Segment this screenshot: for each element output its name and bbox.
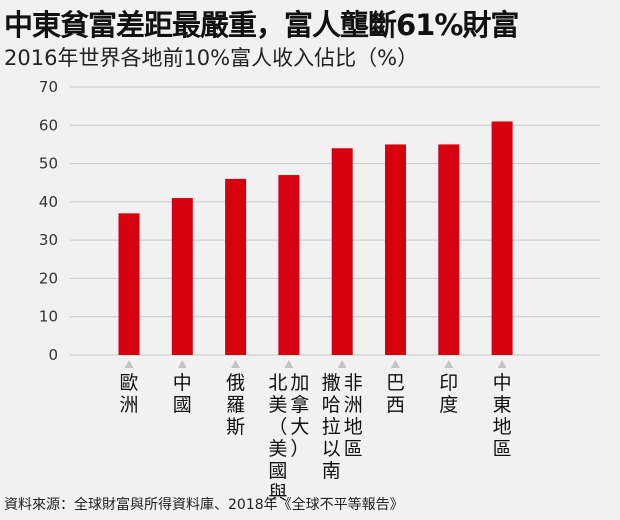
category-label: ）: [290, 438, 309, 460]
category-label: 國: [173, 394, 192, 416]
category-marker: [337, 360, 347, 368]
chart-title: 中東貧富差距最嚴重，富人壟斷61%財富: [4, 8, 519, 42]
category-label: 拿: [290, 393, 309, 416]
category-marker: [391, 360, 400, 368]
category-label: 羅: [226, 394, 245, 416]
bar: [278, 175, 300, 355]
category-label: 巴: [386, 372, 405, 394]
category-label: 俄: [226, 372, 245, 394]
category-label: 國: [268, 460, 287, 482]
category-label: 拉: [322, 416, 341, 438]
category-marker: [284, 360, 294, 368]
category-label: 地: [493, 416, 512, 438]
bar: [118, 213, 140, 355]
y-tick-label: 20: [39, 269, 58, 287]
category-label: 區: [344, 438, 363, 460]
category-label: 地: [344, 416, 363, 438]
category-label: 斯: [226, 416, 245, 438]
category-label: 東: [493, 394, 512, 416]
bar: [225, 178, 247, 355]
category-label: 北: [268, 372, 287, 394]
category-label: （: [268, 416, 287, 438]
y-tick-label: 50: [39, 155, 58, 173]
y-tick-label: 40: [39, 193, 58, 211]
category-label: 美: [268, 438, 287, 460]
y-tick-label: 10: [39, 308, 58, 326]
category-label: 非: [344, 372, 363, 394]
category-label: 大: [290, 416, 309, 438]
chart-subtitle: 2016年世界各地前10%富人收入佔比（%）: [4, 46, 419, 70]
category-label: 洲: [344, 394, 363, 416]
bar: [171, 198, 193, 355]
category-label: 與: [268, 482, 287, 504]
category-label: 以: [322, 438, 341, 460]
category-marker: [124, 360, 134, 368]
y-tick-label: 70: [39, 78, 58, 96]
category-label: 中: [493, 372, 512, 394]
category-label: 度: [439, 394, 458, 416]
y-tick-label: 0: [48, 346, 58, 364]
category-label: 哈: [322, 394, 341, 416]
category-label: 美: [268, 394, 287, 416]
bar: [491, 121, 513, 355]
category-marker: [497, 360, 507, 368]
category-label: 撒: [322, 372, 341, 394]
bar: [331, 148, 353, 355]
category-label: 區: [493, 438, 512, 460]
labels-layer: 010203040506070歐洲中國俄羅斯北美（美國與加拿大）撒哈拉以南非洲地…: [39, 78, 512, 504]
category-label: 歐: [119, 372, 138, 394]
category-label: 西: [386, 394, 405, 416]
category-marker: [444, 360, 454, 368]
category-marker: [177, 360, 187, 368]
y-tick-label: 30: [39, 231, 58, 249]
category-label: 南: [322, 460, 341, 482]
category-label: 中: [173, 372, 192, 394]
bar: [385, 144, 406, 355]
category-label: 洲: [119, 394, 138, 416]
category-label: 加: [290, 372, 309, 394]
category-marker: [231, 360, 241, 368]
bar: [438, 144, 460, 355]
y-tick-label: 60: [39, 116, 58, 134]
bars-layer: [118, 121, 513, 355]
source-note: 資料來源：全球財富與所得資料庫、2018年《全球不平等報告》: [4, 497, 404, 513]
category-label: 印: [439, 372, 458, 394]
